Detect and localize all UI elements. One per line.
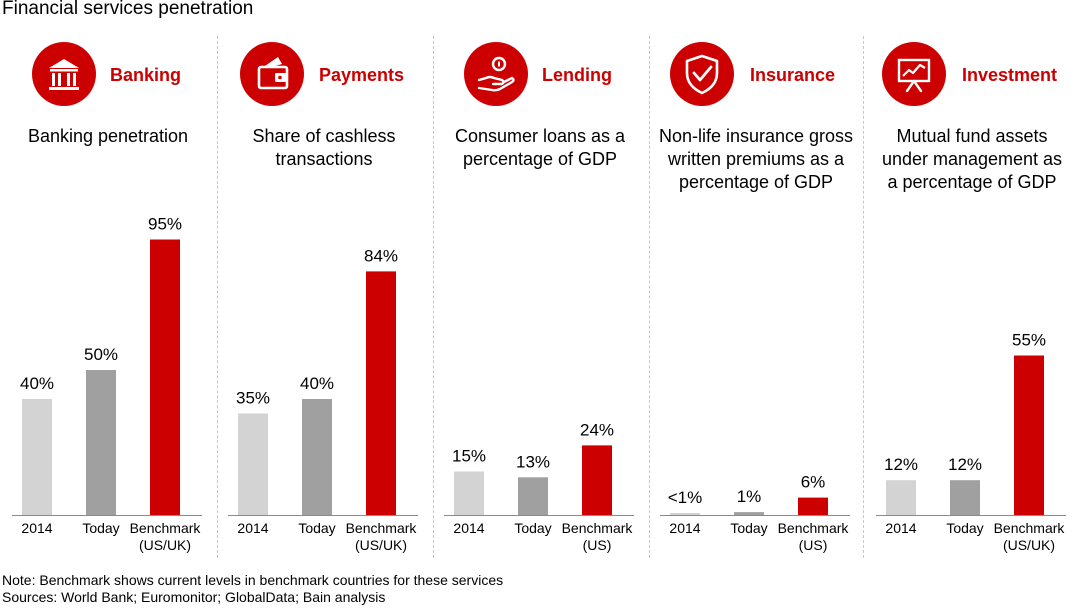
- panel-insurance: Insurance Non-life insurance gross writt…: [648, 0, 864, 560]
- bar: [22, 399, 52, 515]
- bar: [150, 239, 180, 515]
- category-tick-label: 2014: [669, 520, 700, 536]
- panel-banking: Banking Banking penetration: [0, 0, 216, 560]
- category-tick-label: Benchmark: [562, 520, 634, 536]
- panel-lending: Lending Consumer loans as a percentage o…: [432, 0, 648, 560]
- category-tick-label: 2014: [885, 520, 916, 536]
- category-tick-label: (US/UK): [355, 537, 407, 553]
- category-label: Lending: [542, 65, 612, 85]
- category-tick-label: 2014: [21, 520, 52, 536]
- bar: [302, 399, 332, 515]
- data-label: 50%: [84, 345, 118, 364]
- bar: [238, 413, 268, 515]
- metric-title: Mutual fund assets under management as a…: [881, 126, 1063, 192]
- category-tick-label: Today: [730, 520, 767, 536]
- bar: [582, 445, 612, 515]
- metric-title: Consumer loans as a percentage of GDP: [454, 126, 626, 169]
- data-label: 1%: [737, 487, 762, 506]
- category-tick-label: (US): [583, 537, 612, 553]
- bar: [518, 477, 548, 515]
- data-label: 12%: [884, 455, 918, 474]
- metric-title: Share of cashless transactions: [252, 126, 396, 169]
- category-label: Banking: [110, 65, 182, 85]
- bar: [886, 480, 916, 515]
- data-label: 40%: [20, 374, 54, 393]
- category-tick-label: Today: [82, 520, 119, 536]
- bar: [1014, 355, 1044, 515]
- category-tick-label: Benchmark: [346, 520, 418, 536]
- panel-payments: Payments Share of cashless transactions: [216, 0, 432, 560]
- presentation-chart-icon: [882, 42, 946, 106]
- bar: [670, 513, 700, 515]
- page-title: Financial services penetration: [2, 0, 254, 19]
- data-label: 6%: [801, 473, 826, 492]
- panel-investment: Investment Mutual fund assets under mana…: [864, 0, 1080, 560]
- category-tick-label: (US): [799, 537, 828, 553]
- category-tick-label: (US/UK): [1003, 537, 1055, 553]
- bar: [798, 497, 828, 515]
- data-label: 24%: [580, 420, 614, 439]
- data-label: <1%: [668, 488, 703, 507]
- category-tick-label: 2014: [237, 520, 268, 536]
- panel-divider: [649, 36, 650, 558]
- category-tick-label: Today: [514, 520, 551, 536]
- data-label: 13%: [516, 452, 550, 471]
- wallet-icon: [240, 42, 304, 106]
- bar: [86, 370, 116, 515]
- data-label: 12%: [948, 455, 982, 474]
- category-label: Insurance: [750, 65, 836, 85]
- data-label: 55%: [1012, 331, 1046, 350]
- hand-coin-icon: [464, 42, 528, 106]
- panel-divider: [217, 36, 218, 558]
- metric-title: Banking penetration: [27, 126, 189, 146]
- category-tick-label: Today: [298, 520, 335, 536]
- category-tick-label: Benchmark: [778, 520, 850, 536]
- category-tick-label: Today: [946, 520, 983, 536]
- data-label: 35%: [236, 389, 270, 408]
- category-label: Payments: [319, 65, 405, 85]
- bar: [950, 480, 980, 515]
- bar: [366, 271, 396, 515]
- category-label: Investment: [962, 65, 1058, 85]
- data-label: 95%: [148, 215, 182, 234]
- category-tick-label: Benchmark: [130, 520, 202, 536]
- footnote: Note: Benchmark shows current levels in …: [2, 572, 504, 588]
- data-label: 84%: [364, 246, 398, 265]
- bar: [734, 512, 764, 515]
- sources: Sources: World Bank; Euromonitor; Global…: [2, 589, 386, 605]
- category-tick-label: Benchmark: [994, 520, 1066, 536]
- category-tick-label: 2014: [453, 520, 484, 536]
- data-label: 40%: [300, 374, 334, 393]
- panel-divider: [433, 36, 434, 558]
- panel-divider: [863, 36, 864, 558]
- category-tick-label: (US/UK): [139, 537, 191, 553]
- bank-icon: [32, 42, 96, 106]
- data-label: 15%: [452, 447, 486, 466]
- shield-icon: [670, 42, 734, 106]
- bar: [454, 471, 484, 515]
- metric-title: Non-life insurance gross written premium…: [658, 126, 854, 192]
